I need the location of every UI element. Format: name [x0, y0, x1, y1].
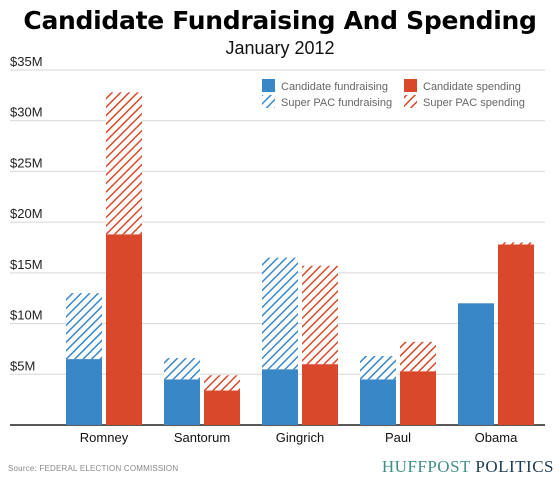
- bar-candidate-spending: [400, 371, 436, 425]
- y-tick-label: $15M: [10, 257, 43, 272]
- y-tick-label: $25M: [10, 155, 43, 170]
- bar-super-pac-spending: [302, 265, 338, 365]
- x-tick-label: Obama: [475, 430, 518, 445]
- legend-swatch: [404, 95, 417, 108]
- brand-logo: HUFFPOST POLITICS: [382, 457, 554, 477]
- brand-logo-part1: HUFFPOST: [381, 457, 471, 476]
- bar-candidate-fundraising: [262, 369, 298, 425]
- chart-title: Candidate Fundraising And Spending: [23, 6, 537, 35]
- legend-swatch: [404, 79, 417, 92]
- chart-subtitle: January 2012: [225, 38, 335, 58]
- x-tick-label: Romney: [80, 430, 129, 445]
- bar-candidate-spending: [106, 234, 142, 425]
- y-axis-tick-labels: $5M $10M $15M $20M $25M $30M $35M: [10, 54, 43, 373]
- x-tick-label: Paul: [385, 430, 411, 445]
- legend-label: Super PAC fundraising: [281, 97, 392, 109]
- y-tick-label: $35M: [10, 54, 43, 69]
- bar-candidate-fundraising: [164, 379, 200, 425]
- bar-super-pac-fundraising: [360, 356, 396, 380]
- y-tick-label: $10M: [10, 308, 43, 323]
- y-tick-label: $5M: [10, 358, 35, 373]
- bar-super-pac-spending: [498, 242, 534, 245]
- bar-candidate-fundraising: [458, 303, 494, 425]
- legend-swatch: [262, 95, 275, 108]
- bars: [66, 92, 534, 425]
- bar-super-pac-spending: [204, 375, 240, 391]
- source-note: Source: FEDERAL ELECTION COMMISSION: [8, 464, 179, 473]
- bar-super-pac-fundraising: [262, 257, 298, 370]
- legend-label: Candidate fundraising: [281, 81, 388, 93]
- legend-label: Candidate spending: [423, 81, 521, 93]
- y-tick-label: $20M: [10, 206, 43, 221]
- x-axis-tick-labels: Romney Santorum Gingrich Paul Obama: [80, 430, 518, 445]
- x-tick-label: Santorum: [174, 430, 230, 445]
- bar-candidate-spending: [302, 364, 338, 425]
- bar-candidate-spending: [204, 390, 240, 425]
- brand-logo-part2: POLITICS: [475, 457, 554, 476]
- x-tick-label: Gingrich: [276, 430, 324, 445]
- bar-super-pac-spending: [400, 341, 436, 372]
- legend: Candidate fundraising Candidate spending S…: [262, 79, 525, 109]
- legend-swatch: [262, 79, 275, 92]
- bar-candidate-fundraising: [66, 359, 102, 425]
- legend-label: Super PAC spending: [423, 97, 525, 109]
- bar-super-pac-spending: [106, 92, 142, 235]
- bar-super-pac-fundraising: [164, 358, 200, 380]
- bar-candidate-fundraising: [360, 379, 396, 425]
- bar-super-pac-fundraising: [66, 293, 102, 360]
- y-tick-label: $30M: [10, 105, 43, 120]
- bar-candidate-spending: [498, 244, 534, 425]
